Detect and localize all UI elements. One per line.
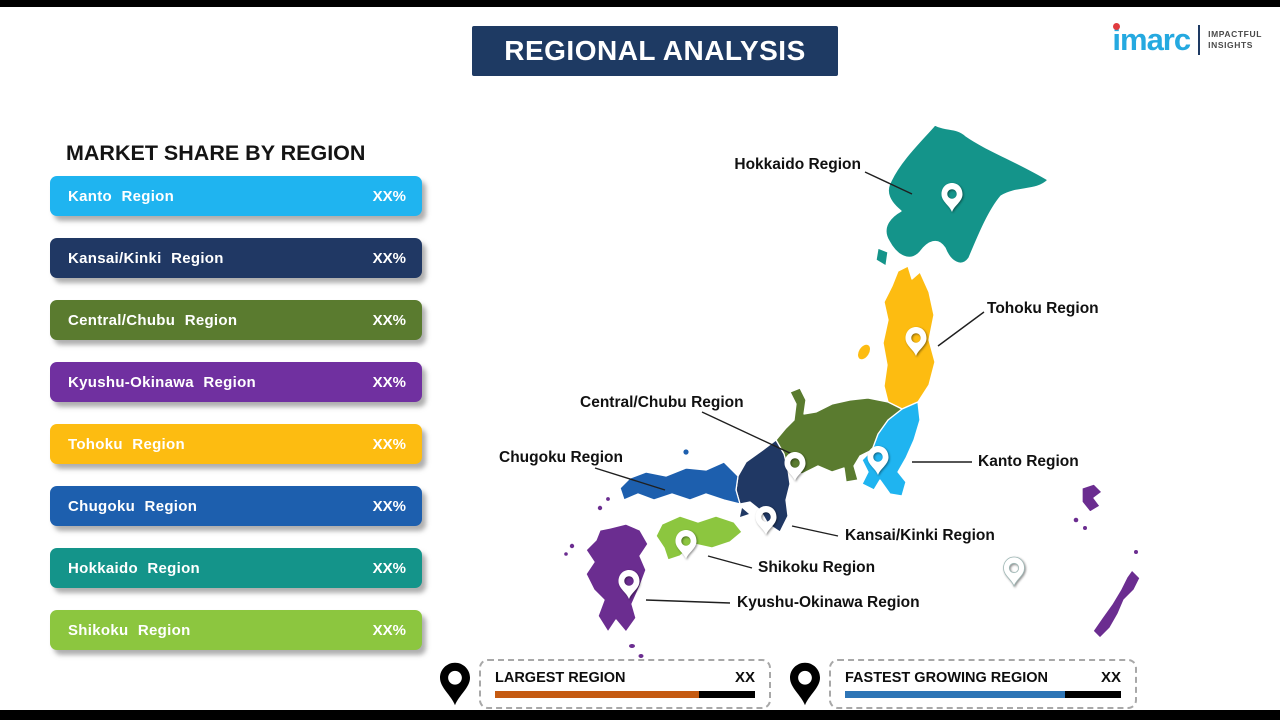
- japan-map: [564, 124, 1140, 658]
- legend-largest-value: XX: [734, 669, 755, 686]
- map-pin-chubu: [784, 452, 806, 481]
- map-label-kansai: Kansai/Kinki Region: [845, 527, 995, 544]
- map-label-kyushu-okinawa: Kyushu-Okinawa Region: [737, 594, 920, 611]
- map-label-chubu: Central/Chubu Region: [580, 394, 744, 411]
- map-island-sado: [858, 344, 870, 360]
- map-island-awaji: [740, 508, 749, 517]
- map-region-shikoku: [655, 515, 743, 561]
- legend-largest-bar-tail: [699, 691, 755, 698]
- share-bar-label: Kanto Region: [68, 187, 175, 205]
- share-bar-chugoku: Chugoku Region XX%: [50, 486, 422, 526]
- share-bar-shikoku: Shikoku Region XX%: [50, 610, 422, 650]
- connector-kansai: [791, 525, 839, 537]
- legend-fastest-region: FASTEST GROWING REGION XX: [790, 659, 1137, 709]
- connector-kyushu: [645, 599, 731, 604]
- map-label-chugoku: Chugoku Region: [499, 449, 623, 466]
- legend-fastest-value: XX: [1100, 669, 1121, 686]
- top-letterbox-bar: [0, 0, 1280, 7]
- share-bar-value: XX%: [372, 311, 406, 329]
- share-bar-label: Hokkaido Region: [68, 559, 201, 577]
- connector-tohoku: [937, 311, 985, 347]
- map-island-tanegashima: [629, 644, 635, 648]
- map-pin-hokkaido: [941, 183, 963, 212]
- share-bar-chubu: Central/Chubu Region XX%: [50, 300, 422, 340]
- map-label-hokkaido: Hokkaido Region: [734, 156, 861, 173]
- page-title-text: REGIONAL ANALYSIS: [504, 35, 806, 66]
- connector-chubu: [701, 411, 793, 455]
- share-bar-label: Kyushu-Okinawa Region: [68, 373, 256, 391]
- legend-largest-bar-color: [495, 691, 699, 698]
- map-pin-shikoku: [675, 530, 697, 559]
- map-island-oki: [683, 449, 689, 455]
- map-island-goto-2: [564, 552, 568, 556]
- map-island-okinawa-dot-3: [1134, 550, 1138, 554]
- logo-tagline: IMPACTFUL INSIGHTS: [1208, 29, 1262, 50]
- map-island-yakushima: [638, 654, 644, 658]
- legend-fastest-bar-tail: [1065, 691, 1121, 698]
- legend-fastest-label: FASTEST GROWING REGION: [845, 670, 1049, 686]
- legend-largest-region: LARGEST REGION XX: [440, 659, 771, 709]
- black-pin-icon: [440, 662, 470, 706]
- page-title: REGIONAL ANALYSIS: [472, 26, 838, 76]
- market-share-panel: Kanto Region XX% Kansai/Kinki Region XX%…: [50, 176, 422, 672]
- map-island-okinawa-dot-2: [1083, 526, 1087, 530]
- market-share-heading: MARKET SHARE BY REGION: [66, 140, 366, 165]
- map-pin-kanto: [867, 446, 889, 475]
- share-bar-label: Tohoku Region: [68, 435, 185, 453]
- map-pin-kansai: [755, 506, 777, 535]
- map-label-tohoku: Tohoku Region: [987, 300, 1099, 317]
- share-bar-tohoku: Tohoku Region XX%: [50, 424, 422, 464]
- share-bar-hokkaido: Hokkaido Region XX%: [50, 548, 422, 588]
- bottom-letterbox-bar: [0, 710, 1280, 720]
- share-bar-value: XX%: [372, 187, 406, 205]
- map-region-kansai: [735, 439, 791, 533]
- legend-fastest-bar-color: [845, 691, 1065, 698]
- share-bar-kanto: Kanto Region XX%: [50, 176, 422, 216]
- share-bar-value: XX%: [372, 249, 406, 267]
- imarc-logo: imarc IMPACTFUL INSIGHTS: [1112, 22, 1262, 57]
- logo-tagline-line1: IMPACTFUL: [1208, 28, 1262, 39]
- map-island-goto-1: [569, 543, 575, 549]
- logo-red-dot-icon: [1113, 23, 1121, 30]
- share-bar-label: Chugoku Region: [68, 497, 198, 515]
- share-bar-kansai: Kansai/Kinki Region XX%: [50, 238, 422, 278]
- share-bar-value: XX%: [372, 559, 406, 577]
- legend-largest-box: LARGEST REGION XX: [479, 659, 771, 709]
- connector-hokkaido: [864, 171, 913, 195]
- share-bar-value: XX%: [372, 621, 406, 639]
- map-island-okinawa-main: [1092, 569, 1140, 639]
- map-island-amami: [1081, 483, 1103, 513]
- map-island-iki: [597, 505, 603, 511]
- legend-fastest-box: FASTEST GROWING REGION XX: [829, 659, 1137, 709]
- share-bar-kyushu-okinawa: Kyushu-Okinawa Region XX%: [50, 362, 422, 402]
- logo-brand-text: imarc: [1112, 22, 1191, 57]
- legend-largest-label: LARGEST REGION: [495, 670, 626, 686]
- share-bar-label: Central/Chubu Region: [68, 311, 238, 329]
- map-region-hokkaido: [885, 124, 1049, 264]
- share-bar-label: Kansai/Kinki Region: [68, 249, 224, 267]
- map-label-kanto: Kanto Region: [978, 453, 1079, 470]
- black-pin-icon: [790, 662, 820, 706]
- share-bar-value: XX%: [372, 435, 406, 453]
- connector-chugoku: [594, 467, 666, 491]
- map-pin-kyushu: [618, 570, 640, 599]
- map-pin-okinawa: [1003, 556, 1025, 588]
- legend-fastest-bar: [845, 691, 1121, 698]
- share-bar-value: XX%: [372, 497, 406, 515]
- map-island-okinawa-dot-1: [1073, 517, 1079, 523]
- map-island-tsushima: [606, 497, 610, 501]
- map-pin-tohoku: [905, 327, 927, 356]
- map-label-shikoku: Shikoku Region: [758, 559, 876, 576]
- logo-brand-wrap: imarc: [1112, 22, 1191, 57]
- map-island-okushiri: [875, 247, 889, 267]
- logo-separator: [1198, 24, 1201, 55]
- connector-shikoku: [707, 555, 753, 569]
- map-region-chugoku: [619, 461, 741, 505]
- map-region-kyushu: [585, 523, 649, 633]
- share-bar-value: XX%: [372, 373, 406, 391]
- logo-tagline-line2: INSIGHTS: [1208, 39, 1254, 50]
- legend-largest-bar: [495, 691, 755, 698]
- share-bar-label: Shikoku Region: [68, 621, 191, 639]
